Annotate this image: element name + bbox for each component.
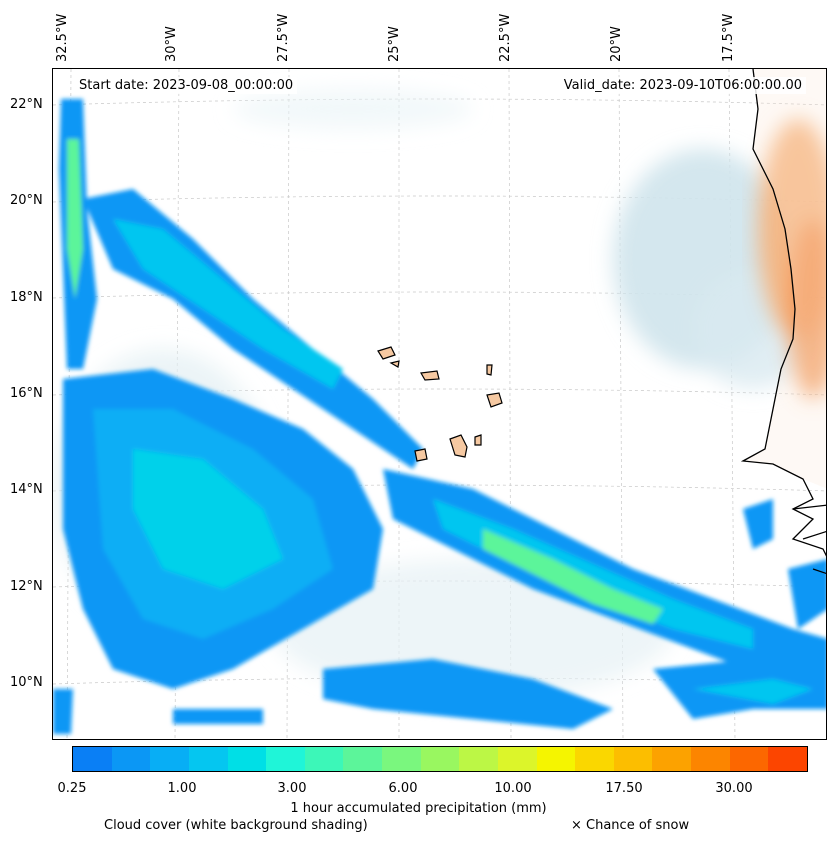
lon-tick-22-5w: 22.5°W: [498, 13, 513, 62]
colorbar-segment-8: [382, 747, 421, 771]
lon-tick-30w: 30°W: [164, 26, 179, 62]
lat-tick-12n: 12°N: [10, 579, 43, 594]
lon-tick-17-5w: 17.5°W: [721, 13, 736, 62]
colorbar-segment-17: [729, 747, 769, 771]
lat-tick-22n: 22°N: [10, 97, 43, 112]
colorbar-segment-7: [343, 747, 382, 771]
colorbar-segment-16: [691, 747, 730, 771]
colorbar-segment-0: [73, 747, 112, 771]
colorbar-tick-1-00: 1.00: [167, 781, 197, 796]
colorbar-tick-0-25: 0.25: [57, 781, 87, 796]
lon-tick-20w: 20°W: [609, 26, 624, 62]
precipitation-colorbar: [72, 746, 808, 772]
lat-tick-18n: 18°N: [10, 290, 43, 305]
colorbar-tick-10-00: 10.00: [494, 781, 532, 796]
colorbar-tick-30-00: 30.00: [715, 781, 753, 796]
colorbar-segment-3: [188, 747, 228, 771]
lon-tick-27-5w: 27.5°W: [276, 13, 291, 62]
colorbar-segment-11: [497, 747, 537, 771]
lat-tick-20n: 20°N: [10, 193, 43, 208]
start-date-label: Start date: 2023-09-08_00:00:00: [75, 77, 298, 94]
colorbar-segment-18: [768, 747, 807, 771]
colorbar-segment-12: [536, 747, 576, 771]
cloud-cover-note: Cloud cover (white background shading): [104, 818, 368, 833]
colorbar-segment-2: [150, 747, 189, 771]
colorbar-segment-9: [420, 747, 460, 771]
lat-tick-10n: 10°N: [10, 675, 43, 690]
precipitation-map: [53, 69, 826, 739]
colorbar-segment-15: [652, 747, 691, 771]
colorbar-segment-6: [304, 747, 344, 771]
colorbar-segment-5: [266, 747, 305, 771]
colorbar-segment-1: [111, 747, 151, 771]
cape-verde-islands: [377, 346, 503, 462]
colorbar-label: 1 hour accumulated precipitation (mm): [290, 801, 547, 816]
land-warm-shading: [758, 119, 826, 399]
colorbar-segment-13: [575, 747, 614, 771]
lat-tick-14n: 14°N: [10, 482, 43, 497]
lon-tick-25w: 25°W: [387, 26, 402, 62]
colorbar-tick-17-50: 17.50: [605, 781, 643, 796]
colorbar-segment-14: [613, 747, 653, 771]
colorbar-tick-6-00: 6.00: [388, 781, 418, 796]
colorbar-segment-10: [459, 747, 498, 771]
colorbar-segment-4: [227, 747, 267, 771]
lon-tick-32-5w: 32.5°W: [55, 13, 70, 62]
lat-tick-16n: 16°N: [10, 386, 43, 401]
snow-note: × Chance of snow: [571, 818, 690, 833]
african-coastline: [740, 69, 826, 574]
map-panel: Start date: 2023-09-08_00:00:00 Valid_da…: [52, 68, 827, 740]
colorbar-tick-3-00: 3.00: [277, 781, 307, 796]
precipitation-bands: [53, 99, 826, 734]
valid-date-label: Valid_date: 2023-09-10T06:00:00.00: [559, 77, 806, 94]
